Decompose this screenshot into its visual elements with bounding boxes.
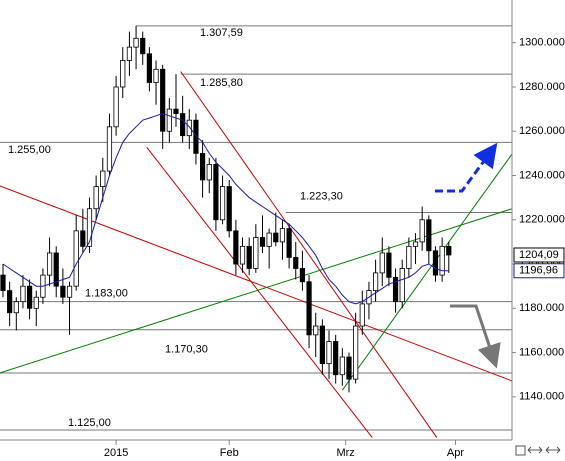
candle-body <box>20 285 26 303</box>
candle-body <box>432 250 439 276</box>
level-label: 1.223,30 <box>300 190 343 202</box>
candle-body <box>86 208 93 247</box>
y-tick-label: 1280.000 <box>519 81 565 93</box>
candle-body <box>126 46 133 61</box>
candle-body <box>53 252 59 287</box>
candle-body <box>186 119 192 137</box>
x-tick-label: Feb <box>220 447 239 459</box>
candle-body <box>273 232 279 243</box>
candle-body <box>293 257 299 269</box>
level-label: 1.125,00 <box>68 417 111 429</box>
candle-body <box>233 230 239 265</box>
candle-body <box>446 245 452 256</box>
candle-body <box>339 356 345 376</box>
candle-body <box>140 37 146 55</box>
candle-body <box>326 341 332 365</box>
price-label-box <box>513 247 565 263</box>
candle-body <box>419 219 425 243</box>
candle-body <box>279 228 286 243</box>
level-label: 1.183,00 <box>85 288 128 300</box>
y-tick-label: 1180.000 <box>519 302 564 314</box>
candle-body <box>166 108 172 132</box>
level-label: 1.285,80 <box>200 77 243 89</box>
y-tick-label: 1240.000 <box>519 169 565 181</box>
price-label: 1196,96 <box>519 265 558 277</box>
price-label: 1204,09 <box>519 249 559 261</box>
candle-body <box>120 60 126 88</box>
candle-body <box>100 170 106 187</box>
candle-body <box>200 152 206 181</box>
candle-body <box>80 230 86 247</box>
candle-body <box>60 285 66 298</box>
candle-body <box>226 186 232 232</box>
candle-body <box>193 119 199 154</box>
candle-body <box>399 268 405 303</box>
trendline <box>341 153 513 391</box>
candle-body <box>379 252 385 274</box>
trendline <box>0 185 513 382</box>
y-tick-label: 1220.000 <box>519 214 565 226</box>
x-tick-label: Mrz <box>336 447 354 459</box>
candle-body <box>372 272 379 292</box>
trendline <box>180 71 438 438</box>
candle-body <box>319 325 325 365</box>
candle-body <box>153 68 159 83</box>
x-tick-label: Apr <box>447 447 464 459</box>
candle-body <box>299 268 306 283</box>
candle-body <box>173 108 179 114</box>
candle-body <box>46 252 53 276</box>
candle-body <box>133 37 139 48</box>
candle-body <box>286 228 292 258</box>
plot-area <box>0 25 513 438</box>
candle-body <box>27 285 33 309</box>
candle-body <box>13 301 19 314</box>
candle-body <box>0 274 6 292</box>
candle-body <box>106 126 113 172</box>
price-label-box <box>513 263 565 279</box>
candle-body <box>66 285 73 298</box>
level-label: 1.170,30 <box>165 344 208 356</box>
x-tick-label: 2015 <box>104 447 128 459</box>
candle-body <box>306 281 312 336</box>
scroll-icons[interactable] <box>515 445 561 456</box>
candle-body <box>426 219 432 252</box>
candle-body <box>160 68 166 132</box>
y-tick-label: 1140.000 <box>519 391 564 403</box>
candle-body <box>412 241 419 247</box>
y-tick-label: 1260.000 <box>519 125 565 137</box>
candle-body <box>180 113 186 137</box>
candle-body <box>386 252 392 278</box>
candle-body <box>113 86 119 128</box>
candle-body <box>73 230 79 287</box>
bearish-arrow <box>450 304 501 369</box>
level-label: 1.307,59 <box>200 27 243 39</box>
candle-body <box>266 232 272 247</box>
candle-body <box>392 276 399 303</box>
candle-body <box>206 164 212 181</box>
trendline <box>146 146 373 438</box>
candle-body <box>313 325 319 336</box>
candle-body <box>406 245 412 269</box>
candle-body <box>359 303 365 327</box>
candle-body <box>219 186 226 221</box>
level-label: 1.255,00 <box>8 144 51 156</box>
moving-average <box>2 112 449 305</box>
candle-body <box>213 164 219 221</box>
candle-body <box>253 237 259 269</box>
candle-body <box>353 325 359 380</box>
candle-body <box>333 341 339 376</box>
candle-body <box>239 245 246 265</box>
candle-body <box>33 296 39 309</box>
bullish-arrow <box>435 142 498 193</box>
candle-body <box>259 237 266 247</box>
candle-body <box>246 245 252 269</box>
candle-body <box>146 53 152 83</box>
candle-body <box>439 245 445 276</box>
y-tick-label: 1160.000 <box>519 346 564 358</box>
candle-body <box>346 356 352 380</box>
candle-body <box>93 186 99 210</box>
candle-body <box>7 290 13 314</box>
y-tick-label: 1300.000 <box>519 37 565 49</box>
